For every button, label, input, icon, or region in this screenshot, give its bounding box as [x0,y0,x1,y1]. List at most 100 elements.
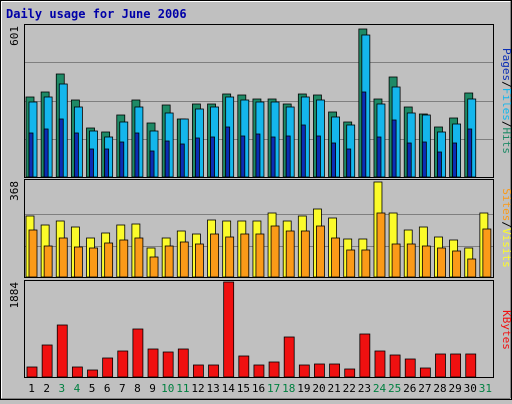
panel-3-bar-kbytes-day-19 [298,364,310,378]
x-tick-label-day-10: 10 [161,382,174,395]
panel-1-bar-pages-day-5 [89,148,94,178]
panel-2-bar-sites-day-24 [376,212,386,278]
x-tick-label-day-13: 13 [206,382,219,395]
panel-1-bar-pages-day-27 [421,141,427,178]
panel-2-ymax-label: 368 [8,181,21,201]
panel-1-bar-pages-day-23 [361,91,367,178]
x-tick-label-day-24: 24 [373,382,387,395]
x-tick-label-day-8: 8 [134,382,141,395]
panel-1-bar-pages-day-20 [316,135,321,178]
panel-1-legend-hits: Hits [500,128,512,155]
panel-1-legend: Pages/Files/Hits [500,48,512,154]
panel-1-bar-pages-day-30 [467,128,473,178]
panel-1-bar-pages-day-15 [240,135,246,178]
panel-1-bar-pages-day-9 [149,150,155,178]
panel-2-bar-sites-day-25 [391,243,401,278]
panel-3-bar-kbytes-day-9 [147,348,159,378]
panel-3-bar-kbytes-day-2 [41,344,53,378]
panel-3-bar-kbytes-day-8 [132,328,144,378]
panel-1-legend-separator-3: / [500,121,512,128]
x-tick-label-day-12: 12 [191,382,204,395]
panel-3-bar-kbytes-day-17 [268,361,280,378]
x-tick-label-day-6: 6 [104,382,111,395]
panel-1-bar-pages-day-7 [119,141,125,178]
x-tick-label-day-22: 22 [343,382,356,395]
panel-1-bar-pages-day-21 [331,142,336,178]
panel-2-bar-sites-day-17 [270,225,280,278]
panel-3-bar-kbytes-day-24 [374,350,386,378]
panel-1-bar-pages-day-2 [43,128,49,178]
panel-1-bar-pages-day-22 [346,148,352,178]
panel-3-bar-kbytes-day-28 [435,353,446,378]
panel-2-bar-sites-day-12 [195,243,204,278]
panel-2-bar-sites-day-10 [164,245,174,278]
panel-3-bar-kbytes-day-14 [223,281,235,378]
x-tick-label-day-9: 9 [149,382,156,395]
panel-2-bar-sites-day-29 [452,250,462,278]
panel-1-bar-pages-day-11 [179,143,185,178]
x-tick-label-day-21: 21 [328,382,341,395]
panel-3-legend-kbytes: KBytes [500,310,512,350]
panel-1-bar-pages-day-14 [225,126,231,178]
panel-3-bar-kbytes-day-20 [314,363,325,378]
panel-1-bar-pages-day-8 [134,132,140,178]
panel-2-bar-sites-day-3 [58,237,68,278]
panel-3-bar-kbytes-day-22 [344,368,356,378]
x-tick-label-day-5: 5 [89,382,96,395]
x-tick-label-day-11: 11 [176,382,189,395]
x-tick-label-day-19: 19 [297,382,310,395]
panel-3-bar-kbytes-day-4 [71,366,83,378]
panel-2-bar-sites-day-22 [346,249,356,278]
panel-2-bar-sites-day-11 [179,241,189,278]
x-tick-label-day-16: 16 [252,382,265,395]
x-tick-label-day-20: 20 [312,382,325,395]
panel-2-bar-sites-day-28 [437,247,446,278]
panel-2-bar-sites-day-9 [149,256,159,278]
panel-2-bar-sites-day-15 [240,233,250,278]
x-tick-label-day-4: 4 [74,382,81,395]
panel-1-bar-pages-day-6 [104,148,110,178]
panel-2-bar-sites-day-26 [406,243,416,278]
panel-1-bar-pages-day-1 [28,132,34,178]
x-tick-label-day-27: 27 [418,382,431,395]
panel-1-frame [24,24,494,178]
panel-2-bar-sites-day-19 [300,230,310,278]
panel-2-legend-visits: Visits [500,228,512,268]
panel-3-bar-kbytes-day-15 [238,355,250,378]
panel-3-bar-kbytes-day-18 [283,336,295,378]
panel-2-bar-sites-day-30 [467,258,477,278]
panel-3-legend: KBytes [500,310,512,350]
x-tick-label-day-25: 25 [388,382,401,395]
panel-2-bar-sites-day-27 [421,245,431,278]
panel-3-bar-kbytes-day-26 [404,358,416,378]
panel-1-bar-pages-day-10 [164,140,170,178]
panel-2-bar-sites-day-4 [73,246,83,278]
panel-1-bar-pages-day-28 [437,151,442,178]
x-tick-label-day-30: 30 [464,382,477,395]
panel-2-bar-sites-day-18 [285,230,295,278]
panel-2-bar-sites-day-6 [104,242,114,278]
panel-2-bar-sites-day-13 [210,233,219,278]
x-tick-label-day-15: 15 [237,382,250,395]
panel-2-bar-sites-day-20 [316,225,325,278]
panel-1-legend-separator-1: / [500,81,512,88]
panel-1-bar-pages-day-17 [270,136,276,178]
panel-2-legend-separator-1: / [500,221,512,228]
panel-3-bar-kbytes-day-12 [193,364,204,378]
panel-3-bar-kbytes-day-6 [102,357,114,378]
panel-3-bar-kbytes-day-23 [359,333,371,378]
panel-2-bar-sites-day-1 [28,229,38,278]
panel-1-bar-pages-day-26 [406,142,412,178]
panel-3-bar-kbytes-day-29 [450,353,462,378]
panel-1-bar-pages-day-18 [285,135,291,178]
panel-2-legend: Sites/Visits [500,188,512,268]
panel-3-bar-kbytes-day-30 [465,353,477,378]
panel-2-bar-sites-day-5 [89,247,98,278]
x-tick-label-day-23: 23 [358,382,371,395]
x-tick-label-day-29: 29 [449,382,462,395]
x-tick-label-day-17: 17 [267,382,280,395]
x-tick-label-day-3: 3 [59,382,66,395]
x-tick-label-day-2: 2 [43,382,50,395]
x-tick-label-day-1: 1 [28,382,35,395]
